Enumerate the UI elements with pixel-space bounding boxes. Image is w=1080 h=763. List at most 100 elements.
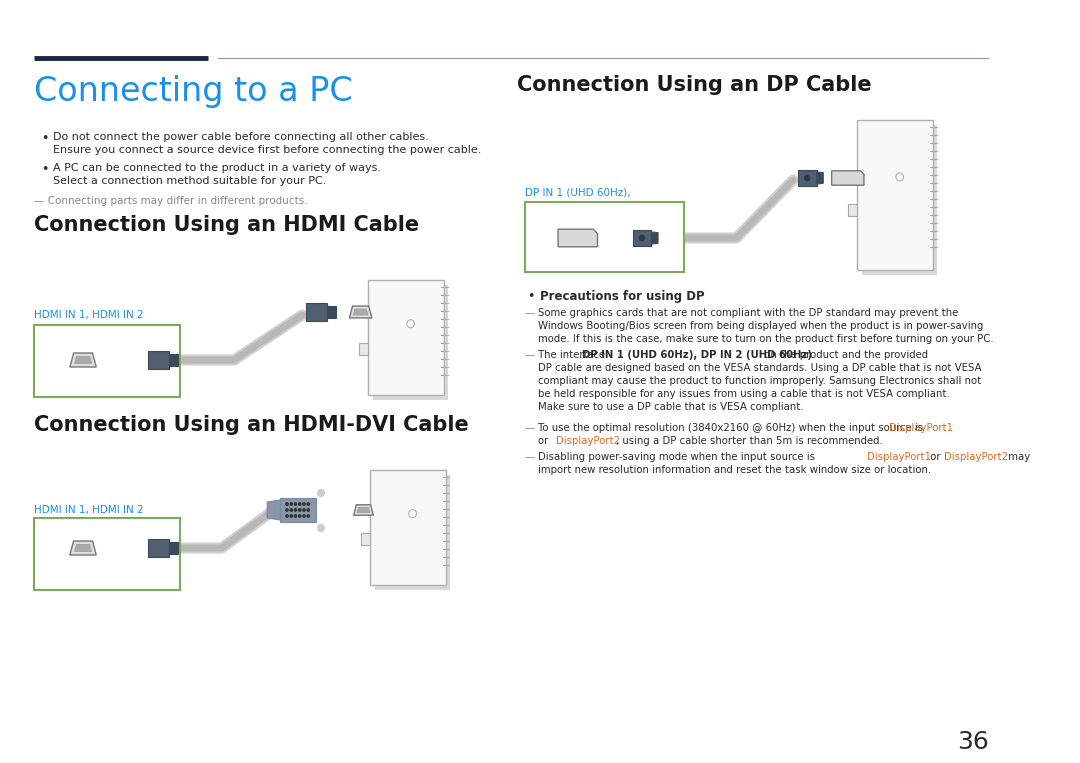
Circle shape: [318, 524, 324, 532]
Polygon shape: [353, 309, 368, 315]
Polygon shape: [70, 541, 96, 555]
Polygon shape: [326, 306, 336, 318]
Text: on the product and the provided: on the product and the provided: [761, 350, 928, 360]
Circle shape: [409, 510, 417, 518]
Text: DisplayPort1: DisplayPort1: [866, 452, 931, 462]
Polygon shape: [70, 353, 96, 367]
FancyBboxPatch shape: [281, 498, 316, 522]
Text: may: may: [1004, 452, 1029, 462]
Circle shape: [286, 509, 288, 511]
FancyBboxPatch shape: [359, 343, 368, 355]
Text: —: —: [525, 423, 536, 433]
FancyBboxPatch shape: [862, 125, 937, 275]
Text: Connecting to a PC: Connecting to a PC: [33, 75, 352, 108]
Polygon shape: [353, 505, 374, 515]
FancyBboxPatch shape: [368, 280, 444, 395]
Text: Some graphics cards that are not compliant with the DP standard may prevent the: Some graphics cards that are not complia…: [538, 308, 958, 318]
Text: To use the optimal resolution (3840x2160 @ 60Hz) when the input source is: To use the optimal resolution (3840x2160…: [538, 423, 927, 433]
Text: DP cable are designed based on the VESA standards. Using a DP cable that is not : DP cable are designed based on the VESA …: [538, 363, 982, 373]
Text: HDMI IN 1, HDMI IN 2: HDMI IN 1, HDMI IN 2: [33, 505, 144, 515]
Circle shape: [298, 503, 301, 505]
Text: Do not connect the power cable before connecting all other cables.: Do not connect the power cable before co…: [53, 132, 429, 142]
Circle shape: [896, 173, 904, 181]
Text: , using a DP cable shorter than 5m is recommended.: , using a DP cable shorter than 5m is re…: [617, 436, 883, 446]
FancyBboxPatch shape: [306, 303, 326, 321]
Circle shape: [805, 175, 810, 181]
Polygon shape: [75, 545, 92, 552]
FancyBboxPatch shape: [525, 202, 684, 272]
Text: •: •: [41, 163, 49, 176]
Text: — Connecting parts may differ in different products.: — Connecting parts may differ in differe…: [33, 196, 308, 206]
Circle shape: [295, 503, 297, 505]
Text: be held responsible for any issues from using a cable that is not VESA compliant: be held responsible for any issues from …: [538, 389, 950, 399]
Text: —: —: [525, 452, 536, 462]
Text: DisplayPort2: DisplayPort2: [556, 436, 620, 446]
Circle shape: [295, 509, 297, 511]
Text: Windows Booting/Bios screen from being displayed when the product is in power-sa: Windows Booting/Bios screen from being d…: [538, 321, 984, 331]
Polygon shape: [558, 229, 597, 246]
Circle shape: [291, 503, 293, 505]
Circle shape: [302, 503, 306, 505]
Text: Ensure you connect a source device first before connecting the power cable.: Ensure you connect a source device first…: [53, 145, 482, 155]
Text: •: •: [527, 290, 535, 303]
Circle shape: [291, 515, 293, 517]
FancyBboxPatch shape: [375, 475, 450, 590]
Circle shape: [307, 509, 309, 511]
Text: Select a connection method suitable for your PC.: Select a connection method suitable for …: [53, 176, 326, 186]
Text: The interface: The interface: [538, 350, 608, 360]
Text: import new resolution information and reset the task window size or location.: import new resolution information and re…: [538, 465, 931, 475]
Text: Precautions for using DP: Precautions for using DP: [540, 290, 704, 303]
Circle shape: [286, 503, 288, 505]
Circle shape: [639, 235, 645, 241]
FancyBboxPatch shape: [848, 204, 858, 216]
Text: Connection Using an HDMI-DVI Cable: Connection Using an HDMI-DVI Cable: [33, 415, 469, 435]
Circle shape: [291, 509, 293, 511]
Circle shape: [407, 320, 415, 327]
Text: or: or: [927, 452, 944, 462]
FancyBboxPatch shape: [148, 351, 168, 369]
Polygon shape: [816, 172, 823, 184]
Polygon shape: [832, 171, 864, 185]
Circle shape: [307, 503, 309, 505]
Polygon shape: [168, 354, 178, 366]
FancyBboxPatch shape: [148, 539, 168, 557]
Text: DP IN 1 (UHD 60Hz), DP IN 2 (UHD 60Hz): DP IN 1 (UHD 60Hz), DP IN 2 (UHD 60Hz): [581, 350, 811, 360]
Text: Make sure to use a DP cable that is VESA compliant.: Make sure to use a DP cable that is VESA…: [538, 402, 804, 412]
Text: —: —: [525, 308, 536, 318]
FancyBboxPatch shape: [370, 470, 446, 585]
Circle shape: [298, 515, 301, 517]
Circle shape: [295, 515, 297, 517]
Circle shape: [307, 515, 309, 517]
Circle shape: [318, 490, 324, 497]
Text: Disabling power-saving mode when the input source is: Disabling power-saving mode when the inp…: [538, 452, 819, 462]
Circle shape: [302, 515, 306, 517]
Circle shape: [298, 509, 301, 511]
Text: •: •: [41, 132, 49, 145]
Polygon shape: [267, 500, 281, 520]
Text: DisplayPort2: DisplayPort2: [944, 452, 1008, 462]
FancyBboxPatch shape: [858, 120, 933, 270]
Text: DP IN 2 (UHD 60Hz): DP IN 2 (UHD 60Hz): [525, 200, 627, 210]
Circle shape: [286, 515, 288, 517]
Text: DP IN 1 (UHD 60Hz),: DP IN 1 (UHD 60Hz),: [525, 187, 631, 197]
Polygon shape: [350, 306, 372, 318]
Text: 36: 36: [958, 730, 989, 754]
Text: A PC can be connected to the product in a variety of ways.: A PC can be connected to the product in …: [53, 163, 381, 173]
FancyBboxPatch shape: [361, 533, 370, 545]
FancyBboxPatch shape: [33, 518, 180, 590]
FancyBboxPatch shape: [373, 285, 448, 400]
Text: —: —: [525, 350, 536, 360]
FancyBboxPatch shape: [33, 325, 180, 397]
Text: DisplayPort1: DisplayPort1: [889, 423, 954, 433]
Text: Connection Using an DP Cable: Connection Using an DP Cable: [517, 75, 872, 95]
Text: or: or: [538, 436, 552, 446]
Circle shape: [302, 509, 306, 511]
Polygon shape: [75, 356, 92, 363]
Polygon shape: [357, 507, 369, 513]
Polygon shape: [651, 232, 658, 244]
Text: mode. If this is the case, make sure to turn on the product first before turning: mode. If this is the case, make sure to …: [538, 334, 994, 344]
Text: Connection Using an HDMI Cable: Connection Using an HDMI Cable: [33, 215, 419, 235]
Text: HDMI IN 1, HDMI IN 2: HDMI IN 1, HDMI IN 2: [33, 310, 144, 320]
Polygon shape: [168, 542, 178, 554]
FancyBboxPatch shape: [633, 230, 651, 246]
